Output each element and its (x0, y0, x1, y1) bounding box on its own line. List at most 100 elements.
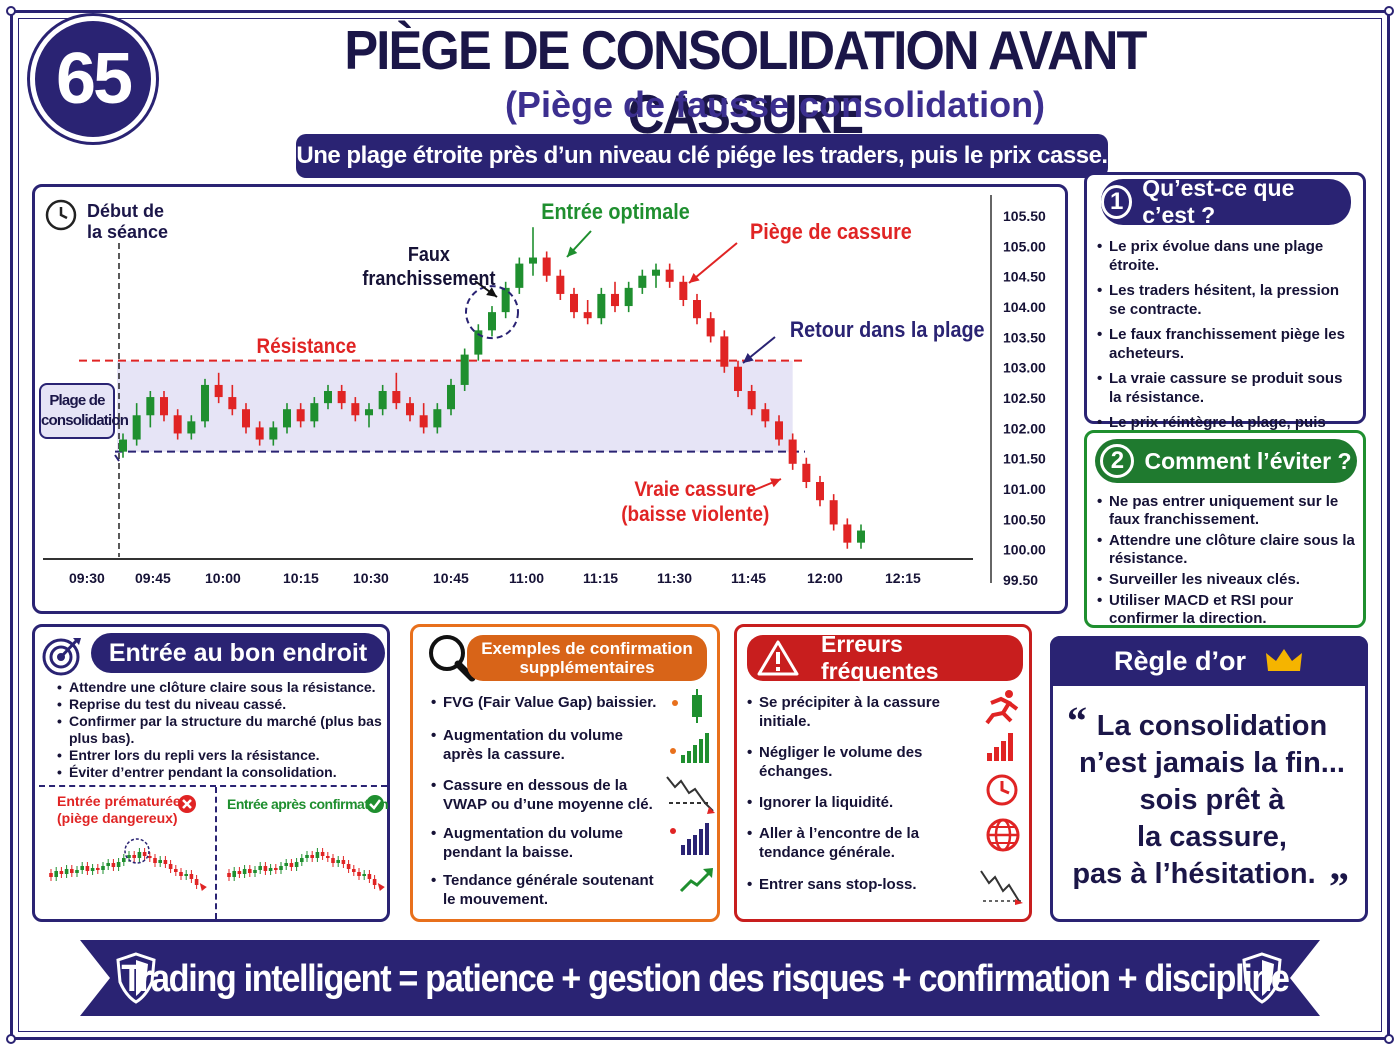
candle (351, 403, 360, 416)
candle (146, 397, 155, 416)
mini-candle (158, 860, 162, 863)
fake-break-arrow-head (486, 287, 497, 297)
candle (460, 354, 469, 385)
chart-panel: 105.50 105.00 104.50 104.00 103.50 103.00 102.… (32, 184, 1068, 614)
candle (406, 403, 414, 416)
premature-entry-label: Entrée prématurée (piège dangereux) (57, 793, 181, 827)
candle (187, 421, 196, 434)
y-tick-label: 101.00 (1003, 481, 1046, 497)
list-item: Ignorer la liquidité. (747, 793, 967, 812)
what-is-it-header: 1 Qu’est-ce que c’est ? (1101, 175, 1351, 228)
step-number: 1 (1101, 185, 1133, 219)
mini-candle (367, 874, 372, 879)
list-item: Augmentation du volume pendant la baisse… (431, 824, 657, 862)
candle (310, 403, 319, 422)
shield-icon (116, 952, 156, 1004)
divider (39, 785, 387, 787)
premature-line1: Entrée prématurée (57, 793, 181, 809)
candle (638, 275, 647, 288)
confirmation-title-line1: Exemples de confirmation (481, 639, 693, 658)
x-tick-label: 09:30 (69, 570, 105, 586)
confirmation-panel: Exemples de confirmation supplémentaires… (410, 624, 720, 922)
y-tick-label: 100.00 (1003, 542, 1046, 558)
candle (283, 409, 291, 428)
golden-rule-quote: La consolidation n’est jamais la fin... … (1062, 708, 1362, 893)
confirmation-title-line2: supplémentaires (519, 658, 655, 677)
volume-drop-icon (670, 823, 709, 855)
premature-entry-mini-chart (49, 838, 207, 891)
lesson-number: 65 (30, 16, 156, 142)
fake-break-line1: Faux (407, 244, 450, 266)
confirmed-entry-label: Entrée après confirmation (227, 796, 389, 812)
mini-candle (90, 868, 95, 871)
list-item: Tendance générale soutenant le mouvement… (431, 871, 657, 909)
candle (214, 384, 223, 398)
mini-candle (227, 873, 231, 877)
how-to-avoid-list: Ne pas entrer uniquement sur le faux fra… (1097, 493, 1359, 628)
footer-ribbon (80, 940, 1320, 1016)
what-is-it-title: Qu’est-ce que c’est ? (1142, 175, 1295, 228)
mini-candle (101, 866, 105, 870)
mini-candle (352, 869, 356, 872)
true-break-line1: Vraie cassure (634, 478, 757, 501)
candle (474, 330, 483, 355)
mini-candle (142, 852, 147, 856)
mini-candle (372, 879, 377, 885)
list-item: Attendre une clôture claire sous la rési… (1097, 532, 1359, 568)
candle (624, 287, 633, 307)
candle (816, 482, 824, 501)
quote-line: La consolidation (1096, 710, 1328, 742)
summary-banner: Une plage étroite près d’un niveau clé p… (296, 134, 1108, 178)
errors-title: Erreurs fréquentes (821, 631, 939, 684)
candle (829, 500, 838, 525)
golden-rule-panel: Règle d’or “ ” (1050, 636, 1368, 922)
y-tick-label: 104.50 (1003, 269, 1046, 285)
mini-candle (294, 862, 299, 867)
clock-hands (59, 207, 68, 220)
shield-icon (1242, 952, 1282, 1004)
mini-candle (168, 864, 173, 869)
mini-circle (124, 838, 150, 864)
mini-candle (106, 863, 110, 866)
y-tick-label: 101.50 (1003, 451, 1046, 467)
mini-candle (284, 863, 288, 866)
volume-bars-icon (987, 733, 1013, 761)
list-item: Reprise du test du niveau cassé. (57, 696, 387, 713)
mini-candle (59, 871, 64, 874)
optimal-entry-label: Entrée optimale (541, 199, 690, 224)
how-to-avoid-panel: 2 Comment l’éviter ? Ne pas entrer uniqu… (1084, 430, 1366, 628)
true-break-label: Vraie cassure (baisse violente) (621, 477, 769, 527)
break-trap-label: Piège de cassure (749, 219, 912, 244)
how-to-avoid-title: Comment l’éviter ? (1144, 447, 1352, 474)
mini-candle (263, 866, 268, 871)
candle (761, 409, 770, 422)
list-item: Cassure en dessous de la VWAP ou d’une m… (431, 776, 657, 814)
how-to-avoid-header: 2 Comment l’éviter ? (1095, 439, 1357, 483)
warning-icon (757, 640, 799, 676)
mini-candle (326, 856, 330, 858)
candle (679, 281, 688, 300)
mini-candle (75, 870, 79, 873)
target-icon (42, 638, 81, 676)
session-start-line1: Début de (87, 201, 165, 221)
quote-line: sois prêt à (1139, 784, 1285, 816)
candle (747, 391, 756, 410)
candle (515, 263, 524, 288)
mini-candle (310, 855, 314, 858)
confirmed-entry-mini-chart (227, 848, 385, 891)
mini-candle (80, 866, 84, 870)
y-tick-label: 103.00 (1003, 360, 1046, 376)
x-tick-label: 09:45 (135, 570, 171, 586)
list-item: Attendre une clôture claire sous la rési… (57, 679, 387, 696)
optimal-entry-arrow-head (567, 246, 578, 257)
list-item: Le faux franchissement piège les acheteu… (1097, 325, 1359, 363)
quote-line: n’est jamais la fin... (1079, 747, 1345, 779)
mini-candle (153, 858, 157, 863)
list-item: FVG (Fair Value Gap) baissier. (431, 693, 657, 712)
confirmation-header: Exemples de confirmation supplémentaires (467, 635, 707, 681)
candle (132, 415, 141, 440)
mini-candle (274, 868, 278, 870)
mini-candle (70, 869, 74, 873)
close-quote-icon: ” (1329, 864, 1349, 909)
candle (734, 366, 742, 391)
